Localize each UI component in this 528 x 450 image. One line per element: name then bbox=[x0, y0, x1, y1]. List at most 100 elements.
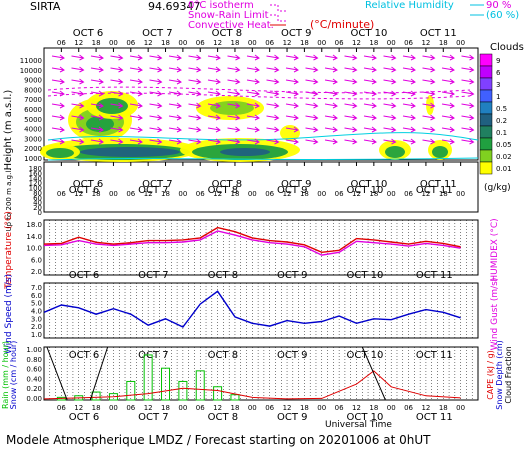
wind-arrow bbox=[266, 138, 280, 145]
hour-tick-label: 18 bbox=[230, 190, 239, 198]
hour-tick-label: 12 bbox=[283, 404, 292, 412]
wind-arrow bbox=[285, 138, 299, 145]
day-label: OCT 7 bbox=[138, 350, 169, 361]
wind-arrow bbox=[363, 126, 377, 133]
wind-arrow bbox=[227, 78, 241, 85]
wind-arrow bbox=[402, 138, 416, 145]
wind-arrow bbox=[305, 54, 319, 61]
wind-arrow bbox=[285, 78, 299, 85]
low-height-tick-label: 20 bbox=[33, 204, 42, 212]
wind-arrow bbox=[71, 90, 85, 97]
wind-tick-label: 6.0 bbox=[31, 292, 42, 300]
cloud-blob bbox=[210, 101, 254, 115]
wind-arrow bbox=[51, 114, 65, 121]
wind-tick-label: 3.0 bbox=[31, 315, 42, 323]
wind-arrow bbox=[207, 138, 221, 145]
wind-arrow bbox=[227, 114, 241, 121]
hour-tick-label: 18 bbox=[230, 39, 239, 47]
wind-arrow bbox=[227, 126, 241, 133]
wind-arrow bbox=[363, 114, 377, 121]
hour-tick-label: 00 bbox=[248, 404, 257, 412]
wind-arrow bbox=[441, 138, 455, 145]
day-label: OCT 9 bbox=[281, 28, 312, 39]
colorbar-swatch bbox=[479, 161, 493, 175]
hour-tick-label: 12 bbox=[213, 190, 222, 198]
wind-arrow bbox=[149, 138, 163, 145]
colorbar-swatch bbox=[479, 101, 493, 115]
rain-bar bbox=[178, 380, 188, 401]
station-coords: 94.69347 bbox=[148, 0, 201, 13]
colorbar-swatch bbox=[479, 137, 493, 151]
wind-arrow bbox=[71, 78, 85, 85]
wind-tick-label: 4.0 bbox=[31, 308, 42, 316]
legend-rh-60: (60 %) bbox=[486, 10, 519, 21]
day-label: OCT 9 bbox=[277, 270, 308, 281]
wind-arrow bbox=[246, 126, 260, 133]
hour-tick-label: 12 bbox=[213, 39, 222, 47]
wind-arrow bbox=[422, 126, 436, 133]
panel-frame-precip bbox=[43, 346, 479, 401]
legend-cyan-sample bbox=[470, 4, 484, 16]
wind-arrow bbox=[285, 90, 299, 97]
cloud-blob bbox=[220, 148, 270, 156]
hour-tick-label: 12 bbox=[283, 39, 292, 47]
wind-arrow bbox=[188, 138, 202, 145]
wind-arrow bbox=[246, 66, 260, 73]
wind-arrow bbox=[207, 102, 221, 109]
hour-tick-label: 06 bbox=[196, 404, 205, 412]
wind-arrow bbox=[168, 102, 182, 109]
temp-tick-label: 10.0 bbox=[26, 245, 42, 253]
hour-tick-label: 06 bbox=[196, 39, 205, 47]
snowdepth-ylabel: Snow Depth (cm) bbox=[495, 340, 504, 409]
colorbar-level-label: 0.5 bbox=[496, 105, 507, 113]
wind-arrow bbox=[188, 126, 202, 133]
panel-frame-low bbox=[43, 161, 479, 213]
wind-arrow bbox=[441, 102, 455, 109]
wind-arrow bbox=[344, 138, 358, 145]
temp-series-line bbox=[43, 230, 461, 256]
wind-arrow bbox=[461, 138, 475, 145]
height-tick-label: 8000 bbox=[24, 86, 42, 94]
hour-tick-label: 00 bbox=[248, 39, 257, 47]
wind-arrow bbox=[90, 138, 104, 145]
height-tick-label: 2000 bbox=[24, 145, 42, 153]
wind-arrow bbox=[324, 126, 338, 133]
wind-arrow bbox=[441, 90, 455, 97]
wind-arrow bbox=[168, 114, 182, 121]
wind-arrow bbox=[188, 90, 202, 97]
day-label: OCT 7 bbox=[138, 270, 169, 281]
wind-arrow bbox=[129, 138, 143, 145]
day-label: OCT 9 bbox=[277, 350, 308, 361]
cloud-blob bbox=[46, 148, 74, 158]
height-tick-label: 5000 bbox=[24, 116, 42, 124]
wind-arrow bbox=[71, 102, 85, 109]
hour-tick-label: 06 bbox=[126, 190, 135, 198]
colorbar-swatch bbox=[479, 125, 493, 139]
wind-arrow bbox=[383, 78, 397, 85]
wind-arrow bbox=[363, 66, 377, 73]
wind-arrow bbox=[363, 54, 377, 61]
day-label: OCT 8 bbox=[208, 185, 239, 196]
wind-arrow bbox=[246, 54, 260, 61]
wind-arrow bbox=[110, 66, 124, 73]
day-label: OCT 11 bbox=[420, 179, 457, 190]
temp-tick-label: 2.0 bbox=[31, 268, 42, 276]
wind-tick-label: 7.0 bbox=[31, 284, 42, 292]
wind-arrow bbox=[90, 66, 104, 73]
wind-arrow bbox=[324, 114, 338, 121]
wind-arrow bbox=[402, 54, 416, 61]
wind-arrow bbox=[129, 66, 143, 73]
day-label: OCT 10 bbox=[346, 412, 383, 423]
hour-tick-label: 00 bbox=[317, 404, 326, 412]
hour-tick-label: 18 bbox=[161, 39, 170, 47]
colorbar-level-label: 0.2 bbox=[496, 117, 507, 125]
day-label: OCT 6 bbox=[69, 270, 100, 281]
hour-tick-label: 12 bbox=[74, 404, 83, 412]
footer-title: Modele Atmospherique LMDZ / Forecast sta… bbox=[6, 433, 431, 447]
precip-tick-label: 0.00 bbox=[26, 395, 42, 403]
wind-arrow bbox=[129, 54, 143, 61]
wind-arrow bbox=[324, 66, 338, 73]
day-label: OCT 10 bbox=[346, 350, 383, 361]
hour-tick-label: 18 bbox=[369, 190, 378, 198]
hour-tick-label: 00 bbox=[178, 39, 187, 47]
